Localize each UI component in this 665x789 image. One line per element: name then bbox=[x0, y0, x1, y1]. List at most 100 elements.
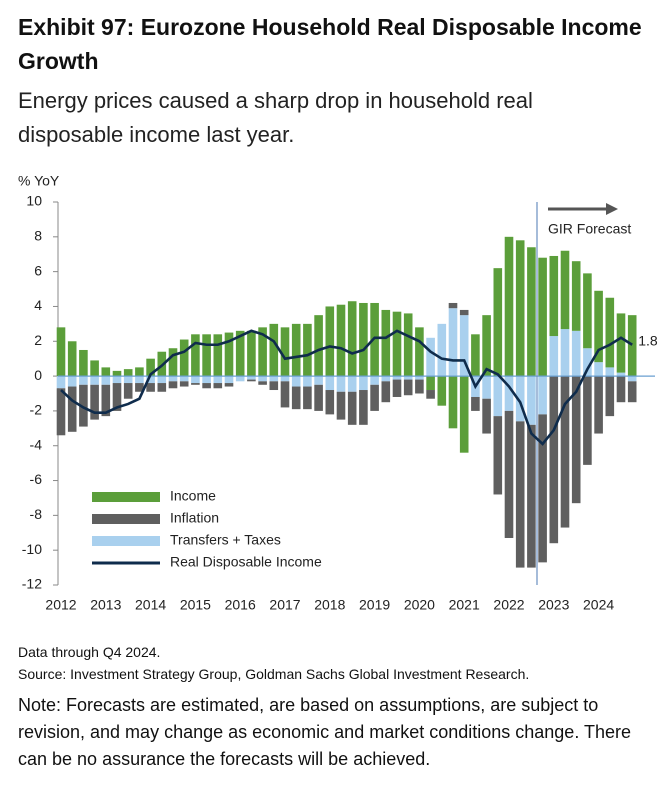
bar-segment bbox=[314, 376, 323, 385]
bar-segment bbox=[415, 327, 424, 377]
chart-subtitle: Energy prices caused a sharp drop in hou… bbox=[18, 88, 533, 147]
bar-segment bbox=[90, 384, 99, 420]
chart-title: Exhibit 97: Eurozone Household Real Disp… bbox=[18, 14, 642, 74]
legend-swatch bbox=[92, 514, 160, 524]
bar-segment bbox=[314, 384, 323, 411]
footnote: Data through Q4 2024. bbox=[18, 644, 161, 660]
bar-segment bbox=[415, 379, 424, 394]
note: Note: Forecasts are estimated, are based… bbox=[18, 695, 632, 769]
bar-segment bbox=[303, 386, 312, 410]
bar-segment bbox=[135, 376, 144, 384]
bar-segment bbox=[112, 370, 122, 377]
bar-segment bbox=[560, 250, 570, 330]
bar-segment bbox=[168, 348, 178, 377]
bar-segment bbox=[123, 376, 133, 384]
bar-segment bbox=[538, 376, 547, 415]
bar-segment bbox=[67, 376, 77, 387]
bar-segment bbox=[269, 376, 279, 382]
bar-segment bbox=[224, 332, 234, 377]
bar-segment bbox=[90, 376, 99, 385]
bar-segment bbox=[347, 391, 357, 425]
bar-segment bbox=[605, 376, 615, 417]
bar-segment bbox=[191, 334, 200, 377]
bar-segment bbox=[359, 302, 368, 377]
legend-label: Real Disposable Income bbox=[170, 554, 322, 570]
bar-segment bbox=[471, 334, 480, 377]
bar-segment bbox=[202, 383, 211, 389]
y-tick-label: -6 bbox=[30, 471, 43, 487]
bar-segment bbox=[527, 376, 536, 425]
bar-segment bbox=[527, 424, 536, 568]
bar-segment bbox=[594, 362, 603, 377]
bar-segment bbox=[359, 376, 368, 391]
y-tick-label: -12 bbox=[22, 576, 42, 592]
x-tick-label: 2013 bbox=[90, 597, 121, 613]
y-tick-label: 4 bbox=[34, 297, 42, 313]
bar-segment bbox=[146, 376, 155, 384]
x-tick-label: 2018 bbox=[314, 597, 345, 613]
bar-segment bbox=[627, 315, 637, 377]
bar-segment bbox=[605, 367, 615, 377]
bar-segment bbox=[437, 376, 447, 406]
bar-segment bbox=[583, 348, 592, 377]
bar-segment bbox=[146, 383, 155, 392]
bar-segment bbox=[459, 309, 469, 316]
bar-segment bbox=[157, 383, 167, 392]
bar-segment bbox=[135, 367, 144, 377]
bar-segment bbox=[146, 358, 155, 377]
x-tick-label: 2020 bbox=[404, 597, 435, 613]
x-tick-label: 2012 bbox=[45, 597, 76, 613]
bar-segment bbox=[56, 376, 66, 389]
bar-segment bbox=[101, 376, 111, 385]
bar-segment bbox=[370, 376, 379, 385]
y-tick-label: 2 bbox=[34, 332, 42, 348]
bar-segment bbox=[135, 383, 144, 392]
bar-segment bbox=[56, 327, 66, 377]
bar-segment bbox=[336, 391, 346, 420]
source: Source: Investment Strategy Group, Goldm… bbox=[18, 666, 530, 682]
legend-label: Inflation bbox=[170, 510, 219, 526]
bar-segment bbox=[67, 341, 77, 377]
bar-segment bbox=[448, 308, 458, 377]
bar-segment bbox=[515, 240, 525, 377]
bar-segment bbox=[583, 376, 592, 465]
bar-segment bbox=[426, 337, 435, 377]
bar-segment bbox=[571, 261, 581, 331]
data-label: 1.8 bbox=[638, 332, 658, 348]
bar-segment bbox=[381, 376, 391, 382]
bar-segment bbox=[347, 376, 357, 392]
bar-segment bbox=[291, 376, 301, 387]
bar-segment bbox=[123, 383, 133, 399]
bar-segment bbox=[459, 315, 469, 377]
y-axis-label: % YoY bbox=[18, 173, 60, 189]
bar-segment bbox=[594, 290, 603, 363]
bar-segment bbox=[325, 376, 335, 391]
y-tick-label: 0 bbox=[34, 367, 42, 383]
bar-segment bbox=[179, 339, 189, 377]
bar-segment bbox=[79, 349, 88, 377]
bar-segment bbox=[560, 329, 570, 377]
x-tick-label: 2015 bbox=[180, 597, 211, 613]
x-tick-label: 2023 bbox=[538, 597, 569, 613]
x-tick-label: 2021 bbox=[449, 597, 480, 613]
bar-segment bbox=[258, 327, 267, 377]
bar-segment bbox=[79, 376, 88, 385]
bar-segment bbox=[79, 384, 88, 427]
bar-segment bbox=[549, 336, 559, 377]
bar-segment bbox=[168, 376, 178, 382]
bar-segment bbox=[448, 302, 458, 309]
y-tick-label: 10 bbox=[26, 193, 42, 209]
bar-segment bbox=[549, 376, 559, 544]
bar-segment bbox=[482, 398, 491, 434]
bar-segment bbox=[381, 381, 391, 403]
bar-segment bbox=[560, 376, 570, 528]
bar-segment bbox=[370, 384, 379, 411]
y-tick-label: -2 bbox=[30, 402, 43, 418]
bar-segment bbox=[504, 236, 514, 377]
bar-segment bbox=[314, 315, 323, 377]
bar-segment bbox=[112, 383, 122, 411]
x-tick-label: 2016 bbox=[225, 597, 256, 613]
bar-segment bbox=[224, 376, 234, 384]
bar-segment bbox=[325, 390, 335, 415]
